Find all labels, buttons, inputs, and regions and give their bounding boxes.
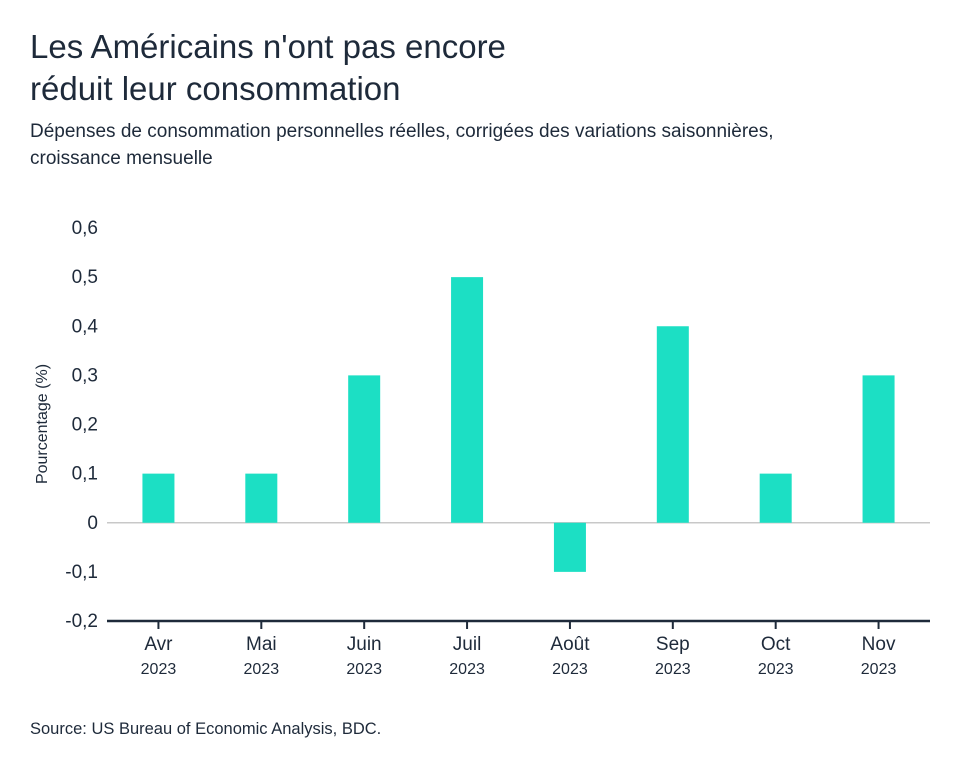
bar	[142, 473, 175, 523]
y-axis-label-group: Pourcentage (%)	[34, 364, 51, 484]
y-tick-label: 0,2	[72, 415, 98, 436]
chart-subtitle: Dépenses de consommation personnelles ré…	[30, 118, 940, 172]
y-tick-label: -0,2	[65, 611, 98, 632]
x-tick-label-year: 2023	[141, 661, 177, 678]
bar	[862, 375, 895, 523]
x-tick-label-year: 2023	[655, 661, 691, 678]
y-tick-label: 0,1	[72, 464, 98, 485]
x-tick-label-year: 2023	[861, 661, 897, 678]
bar	[656, 326, 689, 523]
bar	[348, 375, 381, 523]
bars	[142, 277, 895, 572]
y-tick-label: 0,5	[72, 267, 98, 288]
y-tick-label: -0,1	[65, 562, 98, 583]
bar	[245, 473, 278, 523]
y-tick-label: 0,6	[72, 218, 98, 239]
x-tick-label-month: Mai	[246, 634, 277, 655]
x-tick-label-month: Juil	[453, 634, 482, 655]
x-tick-label-year: 2023	[346, 661, 382, 678]
chart-title-line-2: réduit leur consommation	[30, 70, 401, 107]
x-tick-label-month: Avr	[144, 634, 173, 655]
x-tick-label-year: 2023	[552, 661, 588, 678]
bar	[759, 473, 792, 523]
x-axis-ticks	[157, 621, 880, 629]
chart-title-line-1: Les Américains n'ont pas encore	[30, 28, 506, 65]
x-tick-label-month: Août	[550, 634, 590, 655]
x-tick-label-year: 2023	[449, 661, 485, 678]
x-tick-label-month: Juin	[347, 634, 382, 655]
source-note: Source: US Bureau of Economic Analysis, …	[30, 720, 382, 738]
y-tick-label: 0,4	[72, 316, 99, 337]
x-tick-label-year: 2023	[758, 661, 794, 678]
y-tick-label: 0,3	[72, 365, 98, 386]
x-tick-label-month: Sep	[656, 634, 690, 655]
chart-subtitle-line-1: Dépenses de consommation personnelles ré…	[30, 121, 774, 142]
y-tick-label: 0	[87, 513, 98, 534]
x-axis-labels: Avr 2023 Mai 2023 Juin 2023 Juil 2023 Août 2023 Se…	[141, 634, 897, 678]
y-axis-ticks: 0,6 0,5 0,4 0,3 0,2 0,1 0 -0,1 -0,2	[65, 218, 98, 632]
bar-chart: Pourcentage (%) 0,6 0,5 0,4 0,3 0,2 0,1 0 -0,1 -…	[34, 218, 930, 678]
chart-title: Les Américains n'ont pas encore réduit l…	[30, 26, 930, 110]
bar	[451, 277, 484, 523]
x-tick-label-month: Oct	[761, 634, 791, 655]
x-tick-label-year: 2023	[244, 661, 280, 678]
y-axis-label: Pourcentage (%)	[34, 364, 51, 484]
bar	[553, 522, 586, 572]
chart-subtitle-line-2: croissance mensuelle	[30, 148, 213, 169]
x-tick-label-month: Nov	[862, 634, 896, 655]
